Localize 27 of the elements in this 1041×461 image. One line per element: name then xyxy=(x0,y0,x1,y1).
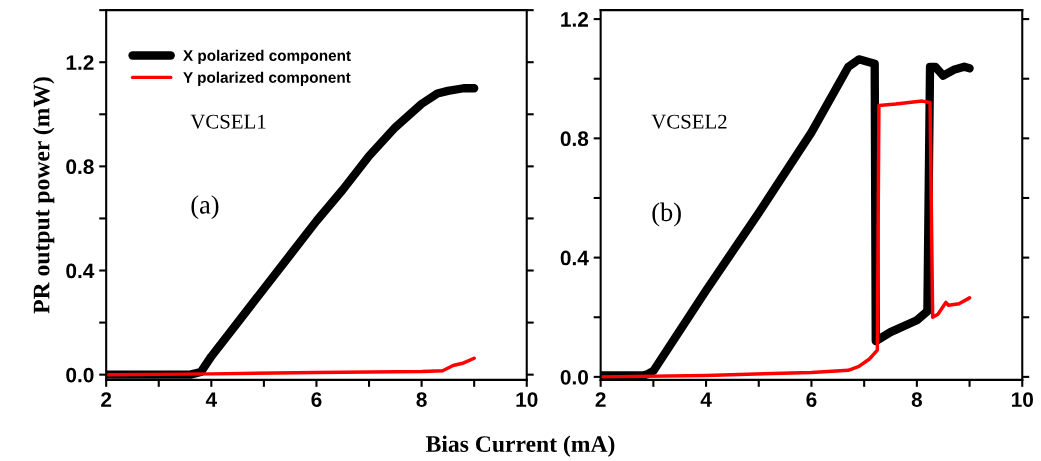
y-tick-label: 1.2 xyxy=(66,55,94,70)
annotation: (b) xyxy=(652,202,681,227)
x-tick-label: 2 xyxy=(595,392,606,407)
x-tick-label: 8 xyxy=(911,392,923,407)
y-tick-label: 0.8 xyxy=(66,159,94,175)
y-tick-label: 0.4 xyxy=(66,263,95,279)
annotation: (a) xyxy=(191,195,219,220)
annotation: VCSEL2 xyxy=(651,114,727,129)
x-tick-label: 8 xyxy=(416,392,427,407)
legend-label: Y polarized component xyxy=(183,71,351,86)
x-tick-label: 4 xyxy=(205,392,217,407)
y-axis-title: PR output power (mW) xyxy=(32,77,55,314)
annotation: VCSEL1 xyxy=(190,114,266,129)
x-tick-label: 10 xyxy=(1011,392,1033,407)
y-tick-label: 0.4 xyxy=(560,250,589,266)
y-tick-label: 0.0 xyxy=(66,367,94,383)
y-tick-label: 0.8 xyxy=(560,131,589,147)
x-axis-title: Bias Current (mA) xyxy=(426,435,615,457)
x-tick-label: 4 xyxy=(700,392,712,407)
legend-label: X polarized component xyxy=(183,49,351,65)
line-series xyxy=(106,356,476,377)
x-tick-label: 6 xyxy=(311,392,322,407)
x-tick-label: 2 xyxy=(101,392,112,407)
y-tick-label: 1.2 xyxy=(561,12,589,27)
x-tick-label: 6 xyxy=(806,392,817,407)
y-tick-label: 0.0 xyxy=(560,369,588,385)
x-tick-label: 10 xyxy=(516,392,538,407)
